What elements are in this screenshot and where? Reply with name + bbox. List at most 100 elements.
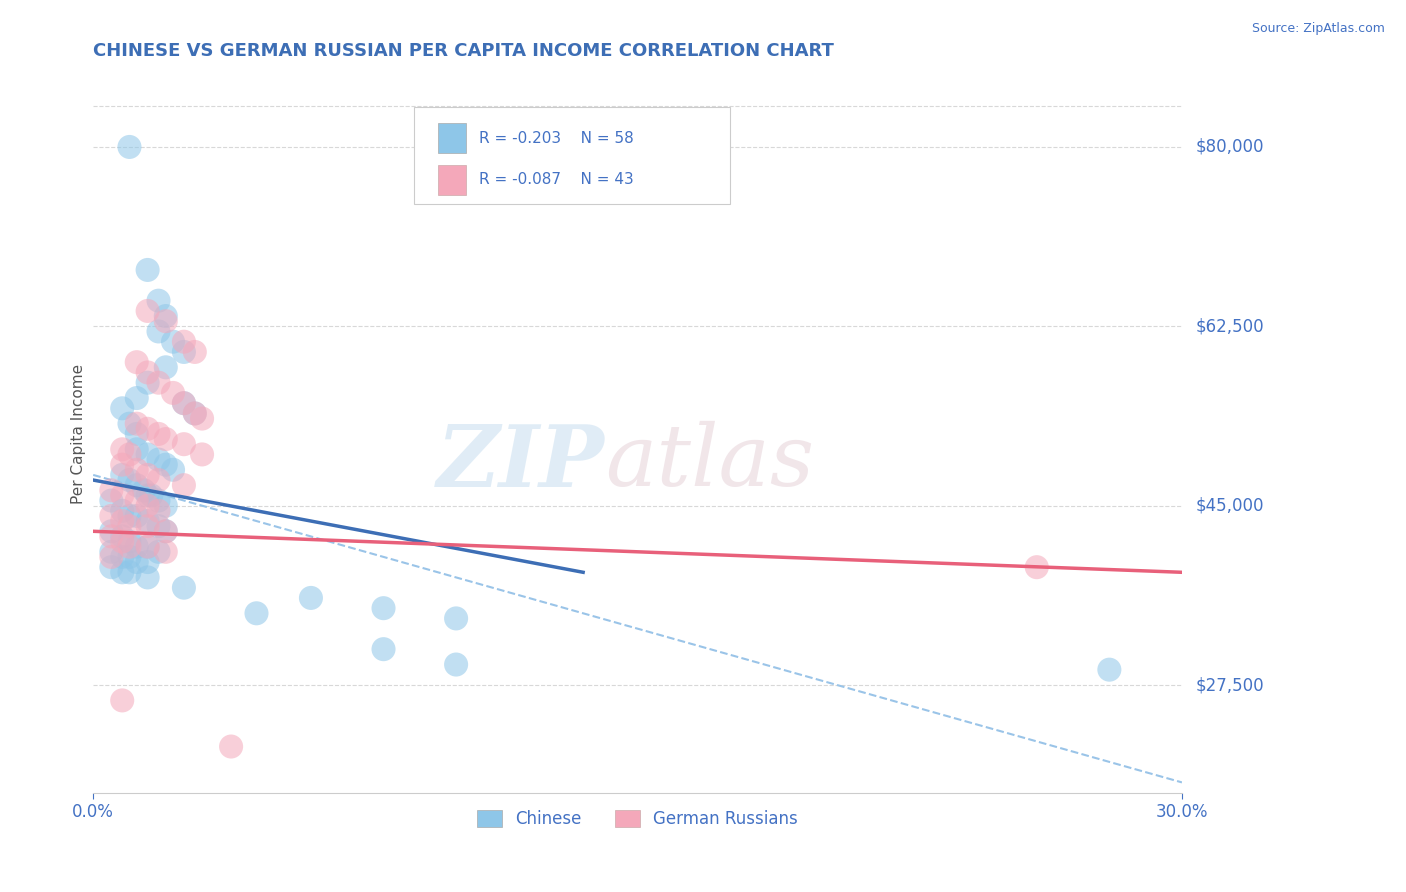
Point xyxy=(219,739,242,754)
Point xyxy=(148,325,170,339)
Point xyxy=(136,488,159,502)
Point xyxy=(148,504,170,518)
Point xyxy=(155,499,177,513)
Point xyxy=(148,493,170,508)
Point xyxy=(155,432,177,446)
Point xyxy=(155,545,177,559)
Text: $27,500: $27,500 xyxy=(1197,676,1264,694)
Point xyxy=(173,478,195,492)
Point xyxy=(191,411,214,425)
Point xyxy=(173,437,195,451)
Point xyxy=(111,458,134,472)
FancyBboxPatch shape xyxy=(415,108,730,204)
FancyBboxPatch shape xyxy=(439,165,465,195)
Point xyxy=(125,417,148,431)
Point xyxy=(125,555,148,569)
Point xyxy=(125,508,148,523)
Point xyxy=(125,442,148,457)
Point xyxy=(173,396,195,410)
Point xyxy=(136,540,159,554)
Point xyxy=(155,458,177,472)
Point xyxy=(111,514,134,528)
Point xyxy=(111,401,134,416)
Text: $62,500: $62,500 xyxy=(1197,318,1264,335)
Point xyxy=(100,483,122,498)
Point xyxy=(111,488,134,502)
Point xyxy=(136,467,159,482)
Point xyxy=(136,570,159,584)
Y-axis label: Per Capita Income: Per Capita Income xyxy=(72,364,86,504)
Point xyxy=(100,545,122,559)
Point xyxy=(118,566,141,580)
Point xyxy=(173,334,195,349)
Point xyxy=(245,607,267,621)
Point xyxy=(141,488,163,502)
Point xyxy=(118,508,141,523)
Point xyxy=(111,467,134,482)
Point xyxy=(111,549,134,564)
Point xyxy=(173,396,195,410)
Point xyxy=(100,529,122,543)
Point xyxy=(118,534,141,549)
Point xyxy=(1098,663,1121,677)
Point xyxy=(136,540,159,554)
Point xyxy=(162,463,184,477)
Point xyxy=(125,391,148,405)
Point xyxy=(444,611,467,625)
Point xyxy=(155,524,177,539)
Point xyxy=(136,447,159,461)
Point xyxy=(136,499,159,513)
Point xyxy=(373,642,395,657)
Point xyxy=(125,463,148,477)
Point xyxy=(100,524,122,539)
Point xyxy=(136,422,159,436)
Point xyxy=(173,581,195,595)
Point xyxy=(132,483,155,498)
Point xyxy=(125,478,148,492)
Point xyxy=(118,473,141,487)
Point xyxy=(148,473,170,487)
Point xyxy=(125,493,148,508)
Point xyxy=(148,293,170,308)
Point xyxy=(100,560,122,574)
Point xyxy=(299,591,322,605)
Point xyxy=(148,426,170,441)
Point xyxy=(373,601,395,615)
Point xyxy=(125,426,148,441)
Text: R = -0.203    N = 58: R = -0.203 N = 58 xyxy=(478,131,633,145)
Point xyxy=(191,447,214,461)
Point xyxy=(100,508,122,523)
Point xyxy=(111,529,134,543)
Point xyxy=(173,345,195,359)
Point xyxy=(155,314,177,328)
Point xyxy=(111,693,134,707)
Point xyxy=(136,304,159,318)
Text: atlas: atlas xyxy=(605,421,814,504)
Point xyxy=(184,406,207,420)
Point xyxy=(1025,560,1047,574)
Point xyxy=(118,417,141,431)
Point xyxy=(148,545,170,559)
Point xyxy=(118,447,141,461)
Point xyxy=(184,406,207,420)
Text: Source: ZipAtlas.com: Source: ZipAtlas.com xyxy=(1251,22,1385,36)
Point xyxy=(118,549,141,564)
Point xyxy=(111,504,134,518)
Point xyxy=(148,376,170,390)
Point xyxy=(136,555,159,569)
Point xyxy=(148,519,170,533)
Point xyxy=(118,140,141,154)
Point xyxy=(111,442,134,457)
Point xyxy=(100,493,122,508)
Legend: Chinese, German Russians: Chinese, German Russians xyxy=(471,803,804,835)
Point xyxy=(118,519,141,533)
Point xyxy=(136,519,159,533)
Point xyxy=(136,376,159,390)
Point xyxy=(125,355,148,369)
Point xyxy=(118,540,141,554)
Point xyxy=(136,366,159,380)
Text: ZIP: ZIP xyxy=(437,421,605,504)
Point xyxy=(162,386,184,401)
Point xyxy=(100,549,122,564)
Point xyxy=(155,360,177,375)
